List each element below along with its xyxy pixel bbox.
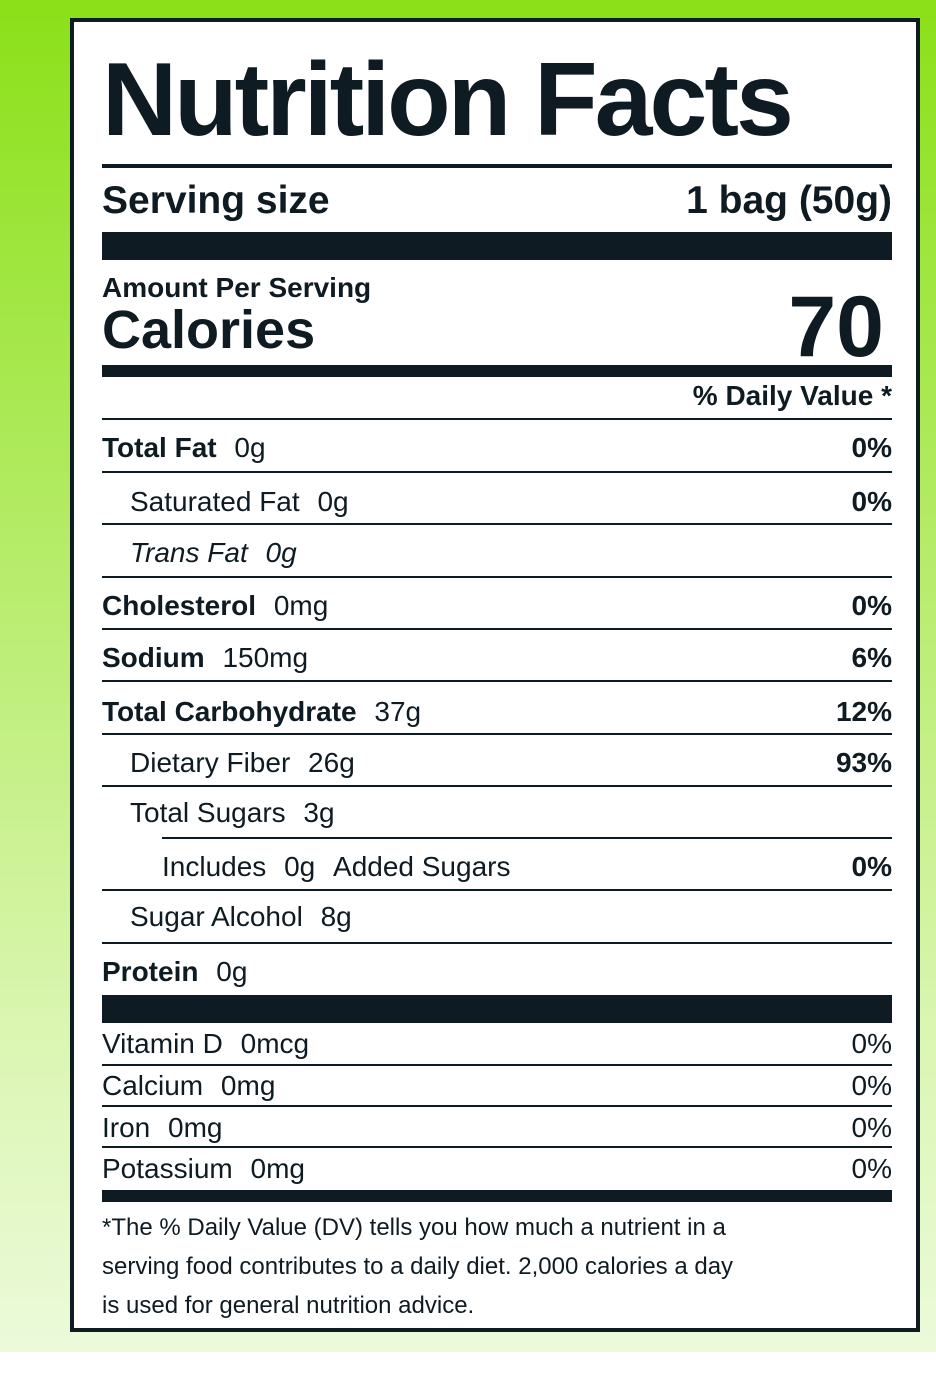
nutrient-divider <box>102 418 892 420</box>
footnote-line: *The % Daily Value (DV) tells you how mu… <box>102 1214 726 1241</box>
nutrient-amount: 26g <box>308 747 355 778</box>
nutrient-name: Total Sugars <box>130 797 286 828</box>
nutrient-row-sodium: Sodium 150mg 6% <box>102 638 892 678</box>
vitamin-amount: 0mcg <box>240 1028 310 1059</box>
vitamin-amount: 0mg <box>250 1153 305 1184</box>
daily-value-header: % Daily Value * <box>692 380 892 411</box>
nutrient-name: Sodium <box>102 642 205 673</box>
calories-value: 70 <box>788 279 884 375</box>
amount-per-serving: Amount Per Serving <box>102 272 372 303</box>
vitamin-row-iron: Iron 0mg 0% <box>102 1108 892 1148</box>
nutrient-divider <box>102 680 892 682</box>
protein-thick-divider <box>102 995 892 1023</box>
nutrient-divider <box>102 889 892 891</box>
vitamin-name: Iron <box>102 1112 151 1143</box>
nutrient-suffix: Added Sugars <box>333 851 511 882</box>
nutrient-name: Total Carbohydrate <box>102 696 357 727</box>
vitamin-row-vitamin-d: Vitamin D 0mcg 0% <box>102 1024 892 1064</box>
serving-size-value: 1 bag (50g) <box>686 179 892 222</box>
nutrient-row-total-fat: Total Fat 0g 0% <box>102 428 892 468</box>
nutrient-name: Sugar Alcohol <box>130 901 303 932</box>
nutrient-row-total-sugars: Total Sugars 3g <box>102 793 892 833</box>
nutrient-row-sugar-alcohol: Sugar Alcohol 8g <box>102 897 892 937</box>
vitamin-dv: 0% <box>851 1028 892 1059</box>
calories-label: Calories <box>102 300 316 360</box>
nutrient-name: Saturated Fat <box>130 486 300 517</box>
nutrition-facts-panel: Nutrition Facts Serving size 1 bag (50g)… <box>70 18 920 1332</box>
nutrient-dv: 12% <box>835 696 892 727</box>
nutrient-row-protein: Protein 0g <box>102 952 892 992</box>
nutrient-dv: 0% <box>851 851 892 882</box>
nutrient-amount: 37g <box>374 696 422 727</box>
nutrient-name: Includes <box>162 851 267 882</box>
vitamin-divider <box>102 1064 892 1066</box>
footnote-divider <box>102 1190 892 1202</box>
footnote: *The % Daily Value (DV) tells you how mu… <box>102 1208 802 1325</box>
title-divider <box>102 164 892 168</box>
vitamin-name: Potassium <box>102 1153 233 1184</box>
nutrient-dv: 93% <box>835 747 892 778</box>
vitamin-dv: 0% <box>851 1153 892 1184</box>
nutrient-dv: 0% <box>851 590 892 621</box>
nutrient-divider <box>102 733 892 735</box>
label-title: Nutrition Facts <box>102 42 794 158</box>
footnote-line: serving food contributes to a daily diet… <box>102 1253 734 1280</box>
vitamin-amount: 0mg <box>168 1112 223 1143</box>
nutrient-amount: 0g <box>234 432 266 463</box>
serving-thick-divider <box>102 232 892 260</box>
nutrient-amount: 0g <box>216 956 248 987</box>
nutrient-name: Trans Fat <box>130 537 248 568</box>
nutrient-divider <box>102 523 892 525</box>
nutrient-row-saturated-fat: Saturated Fat 0g 0% <box>102 482 892 522</box>
vitamin-amount: 0mg <box>220 1070 276 1101</box>
nutrient-amount: 3g <box>303 797 335 828</box>
nutrient-amount: 150mg <box>222 642 309 673</box>
nutrient-row-total-carbohydrate: Total Carbohydrate 37g 12% <box>102 692 892 732</box>
nutrient-dv: 0% <box>851 432 892 463</box>
nutrient-amount: 0g <box>284 851 316 882</box>
nutrient-dv: 0% <box>851 486 892 517</box>
nutrient-divider <box>102 785 892 787</box>
calories-divider <box>102 365 892 377</box>
vitamin-name: Vitamin D <box>102 1028 223 1059</box>
nutrient-divider <box>102 471 892 473</box>
nutrient-row-dietary-fiber: Dietary Fiber 26g 93% <box>102 743 892 783</box>
vitamin-name: Calcium <box>102 1070 204 1101</box>
nutrient-divider <box>102 942 892 944</box>
nutrient-dv: 6% <box>851 642 892 673</box>
vitamin-dv: 0% <box>851 1070 892 1101</box>
nutrient-amount: 0mg <box>273 590 329 621</box>
nutrient-row-cholesterol: Cholesterol 0mg 0% <box>102 586 892 626</box>
nutrient-name: Dietary Fiber <box>130 747 291 778</box>
nutrient-divider <box>162 837 892 839</box>
serving-size-row: Serving size 1 bag (50g) <box>102 178 892 224</box>
nutrient-name: Cholesterol <box>102 590 257 621</box>
nutrient-row-added-sugars: Includes 0g Added Sugars 0% <box>102 847 892 887</box>
vitamin-divider <box>102 1105 892 1107</box>
nutrient-divider <box>102 628 892 630</box>
nutrient-row-trans-fat: Trans Fat 0g <box>102 533 892 573</box>
nutrient-amount: 0g <box>317 486 349 517</box>
nutrient-name: Protein <box>102 956 199 987</box>
vitamin-divider <box>102 1146 892 1148</box>
serving-size-label: Serving size <box>102 179 330 222</box>
nutrition-facts-body: Nutrition Facts Serving size 1 bag (50g)… <box>102 22 892 1328</box>
nutrient-amount: 8g <box>320 901 352 932</box>
vitamin-dv: 0% <box>851 1112 892 1143</box>
nutrient-divider <box>102 576 892 578</box>
nutrient-amount: 0g <box>265 537 297 568</box>
nutrient-name: Total Fat <box>102 432 217 463</box>
vitamin-row-potassium: Potassium 0mg 0% <box>102 1149 892 1189</box>
page-bottom-strip <box>0 1352 936 1400</box>
vitamin-row-calcium: Calcium 0mg 0% <box>102 1066 892 1106</box>
footnote-line: is used for general nutrition advice. <box>102 1292 475 1319</box>
